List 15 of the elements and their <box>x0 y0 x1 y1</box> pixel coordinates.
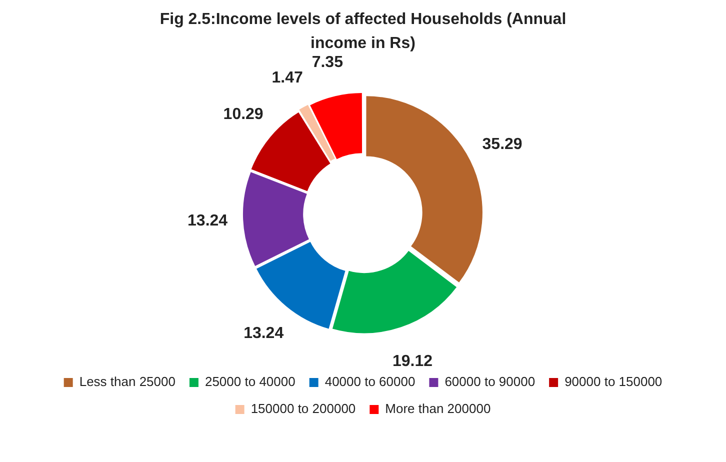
chart-title: Fig 2.5:Income levels of affected Households (Annual income in Rs) <box>160 11 566 52</box>
data-label: 13.24 <box>188 212 228 230</box>
legend-label: 40000 to 60000 <box>324 374 416 390</box>
data-label: 13.24 <box>244 325 284 342</box>
legend-label: 60000 to 90000 <box>444 374 536 390</box>
data-label: 7.35 <box>312 54 344 71</box>
data-label: 35.29 <box>482 136 522 154</box>
legend-label: More than 200000 <box>385 401 491 416</box>
data-label: 1.47 <box>272 69 303 86</box>
legend-label: 25000 to 40000 <box>204 374 296 390</box>
data-label: 19.12 <box>392 352 433 370</box>
data-label: 10.29 <box>223 106 264 123</box>
legend-label: 90000 to 150000 <box>564 374 662 390</box>
legend-label: 150000 to 200000 <box>250 401 356 416</box>
legend-label: Less than 25000 <box>79 374 176 390</box>
